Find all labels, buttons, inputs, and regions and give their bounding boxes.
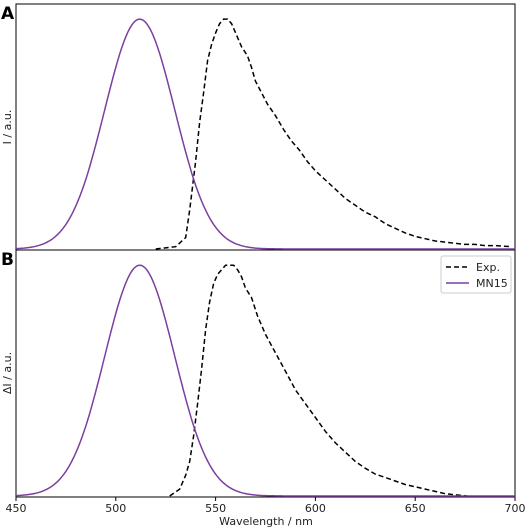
x-tick-label: 550 bbox=[205, 502, 226, 515]
legend-exp-label: Exp. bbox=[476, 261, 500, 274]
legend-mn15-label: MN15 bbox=[476, 277, 508, 290]
x-tick-label: 500 bbox=[105, 502, 126, 515]
legend: Exp. MN15 bbox=[440, 255, 512, 294]
panel-b-letter: B bbox=[1, 250, 14, 270]
x-axis-title: Wavelength / nm bbox=[219, 515, 313, 528]
panel-a-letter: A bbox=[1, 4, 15, 24]
x-tick-label: 600 bbox=[305, 502, 326, 515]
tick-layer: 450 500 550 600 650 700 bbox=[6, 497, 526, 515]
x-tick-label: 700 bbox=[505, 502, 526, 515]
panel-b-series-exp bbox=[169, 264, 468, 497]
panel-a-series-exp bbox=[155, 18, 512, 250]
panel-a-frame bbox=[15, 3, 516, 251]
panel-a-series-mn15 bbox=[15, 18, 515, 250]
panel-a-ylabel: I / a.u. bbox=[1, 110, 14, 145]
panel-b-series-mn15 bbox=[15, 264, 515, 497]
panel-b-frame bbox=[15, 249, 516, 498]
x-tick-label: 450 bbox=[6, 502, 27, 515]
x-tick-label: 650 bbox=[405, 502, 426, 515]
series-layer bbox=[15, 18, 515, 497]
panel-b-ylabel: ΔI / a.u. bbox=[1, 352, 14, 394]
